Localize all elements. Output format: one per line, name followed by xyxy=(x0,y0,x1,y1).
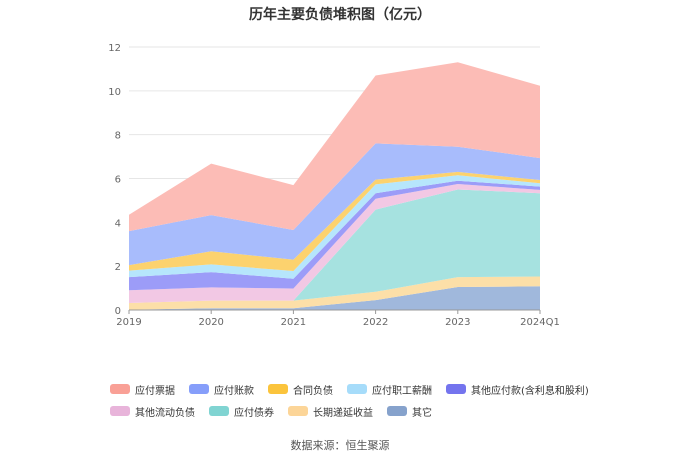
source-note: 数据来源：恒生聚源 xyxy=(290,439,390,452)
legend-row: 其他流动负债 应付债券 长期递延收益 其它 xyxy=(110,400,590,422)
y-tick-label: 2 xyxy=(115,262,121,273)
chart-plot: 0 2 4 6 8 10 12 2019 2020 2021 2022 2023 2024Q1 xyxy=(108,43,560,328)
legend-row: 应付票据 应付账款 合同负债 应付职工薪酬 其他应付款(含利息和股利) xyxy=(110,378,590,400)
area-series-2 xyxy=(129,189,540,303)
legend-item[interactable]: 应付账款 xyxy=(189,382,254,397)
legend-item[interactable]: 长期递延收益 xyxy=(288,404,373,419)
y-tick-label: 12 xyxy=(108,43,121,54)
x-tick-label: 2023 xyxy=(445,317,470,328)
legend-item[interactable]: 应付债券 xyxy=(209,404,274,419)
y-tick-label: 6 xyxy=(115,175,121,186)
legend-label: 其它 xyxy=(412,407,432,419)
legend-swatch xyxy=(288,406,308,416)
legend: 应付票据 应付账款 合同负债 应付职工薪酬 其他应付款(含利息和股利) 其他流动负债 应付债… xyxy=(110,378,590,422)
legend-label: 应付账款 xyxy=(214,385,254,397)
area-series-7 xyxy=(129,143,540,266)
area-series-6 xyxy=(129,171,540,271)
y-tick-label: 4 xyxy=(115,218,121,229)
legend-label: 合同负债 xyxy=(293,385,333,397)
legend-item[interactable]: 其他流动负债 xyxy=(110,404,195,419)
legend-item[interactable]: 应付职工薪酬 xyxy=(347,382,432,397)
legend-item[interactable]: 其它 xyxy=(387,404,432,419)
area-series-layer xyxy=(129,62,540,310)
legend-item[interactable]: 其他应付款(含利息和股利) xyxy=(446,382,589,397)
legend-label: 应付职工薪酬 xyxy=(372,385,432,397)
x-tick-label: 2021 xyxy=(281,317,306,328)
legend-swatch xyxy=(446,384,466,394)
legend-swatch xyxy=(268,384,288,394)
legend-swatch xyxy=(209,406,229,416)
legend-swatch xyxy=(110,384,130,394)
area-series-3 xyxy=(129,184,540,303)
y-tick-label: 8 xyxy=(115,131,121,142)
legend-swatch xyxy=(189,384,209,394)
legend-swatch xyxy=(347,384,367,394)
area-series-4 xyxy=(129,180,540,291)
legend-label: 应付票据 xyxy=(135,385,175,397)
legend-item[interactable]: 合同负债 xyxy=(268,382,333,397)
x-tick-label: 2019 xyxy=(116,317,141,328)
x-tick-label: 2020 xyxy=(198,317,223,328)
area-series-1 xyxy=(129,276,540,310)
y-tick-label: 0 xyxy=(115,306,121,317)
chart-title: 历年主要负债堆积图（亿元） xyxy=(249,7,431,23)
axes: 0 2 4 6 8 10 12 2019 2020 2021 2022 2023 2024Q1 xyxy=(108,43,560,328)
area-series-0 xyxy=(129,286,540,310)
legend-item[interactable]: 应付票据 xyxy=(110,382,175,397)
y-tick-label: 10 xyxy=(108,87,121,98)
legend-swatch xyxy=(110,406,130,416)
x-tick-label: 2022 xyxy=(363,317,388,328)
x-tick-label: 2024Q1 xyxy=(520,317,560,328)
legend-label: 长期递延收益 xyxy=(313,407,373,419)
area-series-8 xyxy=(129,62,540,232)
legend-label: 其他流动负债 xyxy=(135,407,195,419)
area-series-5 xyxy=(129,175,540,279)
legend-swatch xyxy=(387,406,407,416)
legend-label: 其他应付款(含利息和股利) xyxy=(471,385,589,397)
legend-label: 应付债券 xyxy=(234,407,274,419)
